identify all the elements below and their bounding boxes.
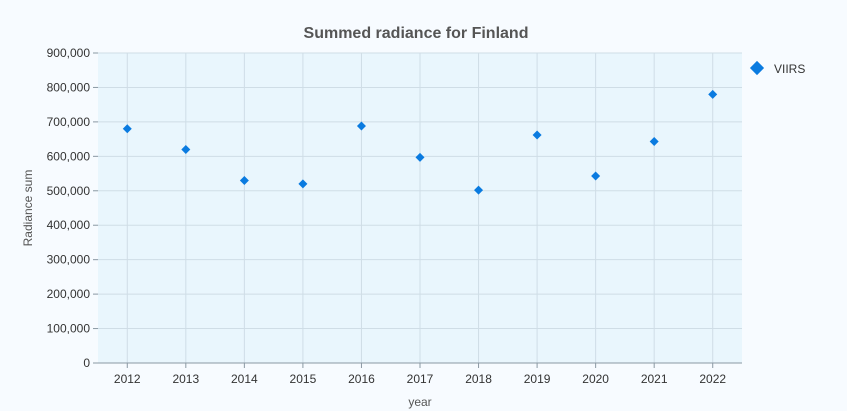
data-point [415, 152, 425, 162]
x-tick-label: 2021 [641, 372, 668, 386]
legend-label: VIIRS [774, 62, 805, 76]
y-tick-label: 700,000 [47, 115, 91, 129]
x-tick-label: 2022 [699, 372, 726, 386]
y-tick-label: 0 [83, 356, 90, 370]
y-tick-label: 600,000 [47, 149, 91, 163]
y-tick-label: 500,000 [47, 184, 91, 198]
y-tick-label: 400,000 [47, 218, 91, 232]
x-tick-label: 2012 [114, 372, 141, 386]
data-point [708, 89, 718, 99]
data-point [181, 144, 191, 154]
data-point [356, 121, 366, 131]
x-tick-label: 2017 [407, 372, 434, 386]
legend-marker [749, 60, 765, 76]
x-tick-label: 2016 [348, 372, 375, 386]
y-tick-label: 300,000 [47, 253, 91, 267]
legend[interactable]: VIIRS [749, 60, 805, 76]
x-tick-label: 2019 [524, 372, 551, 386]
data-point [474, 185, 484, 195]
x-tick-label: 2015 [290, 372, 317, 386]
y-tick-label: 200,000 [47, 287, 91, 301]
y-axis-label: Radiance sum [21, 170, 35, 247]
x-tick-label: 2013 [172, 372, 199, 386]
x-tick-label: 2018 [465, 372, 492, 386]
data-point [298, 179, 308, 189]
x-axis-label: year [408, 395, 431, 409]
x-tick-label: 2020 [582, 372, 609, 386]
y-tick-label: 100,000 [47, 322, 91, 336]
data-point [122, 124, 132, 134]
data-point [239, 175, 249, 185]
data-point [532, 130, 542, 140]
data-point [591, 171, 601, 181]
chart-title: Summed radiance for Finland [304, 25, 529, 42]
y-tick-label: 800,000 [47, 80, 91, 94]
data-point [649, 137, 659, 147]
x-tick-label: 2014 [231, 372, 258, 386]
y-tick-label: 900,000 [47, 46, 91, 60]
